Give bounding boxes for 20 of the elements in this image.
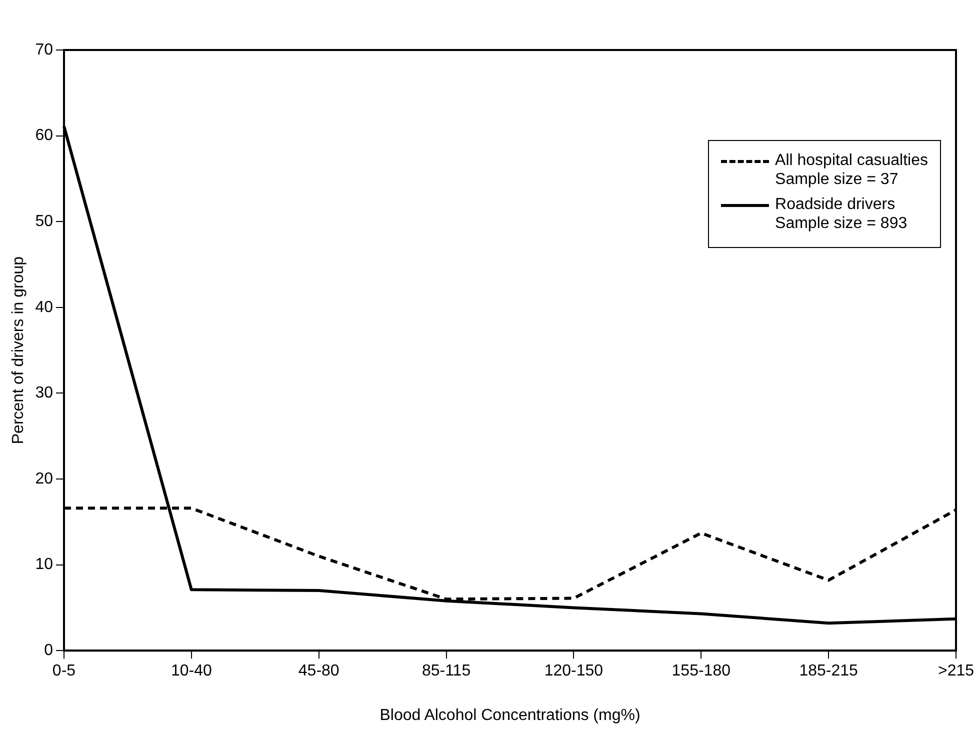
x-tick-label: 0-5 <box>52 662 76 680</box>
x-tick-label: 185-215 <box>799 662 858 680</box>
x-tick-label: 85-115 <box>422 662 471 680</box>
y-tick-label: 60 <box>35 127 54 144</box>
y-tick-label: 20 <box>35 470 54 488</box>
y-tick-label: 10 <box>35 556 54 574</box>
legend-label: All hospital casualties Sample size = 37 <box>775 151 928 189</box>
y-tick-label: 50 <box>35 213 54 230</box>
y-tick-label: 70 <box>35 41 54 58</box>
y-axis-title: Percent of drivers in group <box>10 256 28 444</box>
x-tick-label: 10-40 <box>170 662 212 680</box>
y-tick-label: 0 <box>44 642 54 660</box>
y-tick-label: 40 <box>35 298 54 316</box>
x-tick-label: 45-80 <box>298 662 340 680</box>
x-tick-label: >215 <box>938 662 974 680</box>
x-tick-label: 155-180 <box>672 662 731 680</box>
y-tick-label: 30 <box>35 384 54 402</box>
x-tick-label: 120-150 <box>544 662 604 680</box>
legend-label: Roadside drivers Sample size = 893 <box>775 195 908 233</box>
x-axis-title: Blood Alcohol Concentrations (mg%) <box>380 706 640 724</box>
